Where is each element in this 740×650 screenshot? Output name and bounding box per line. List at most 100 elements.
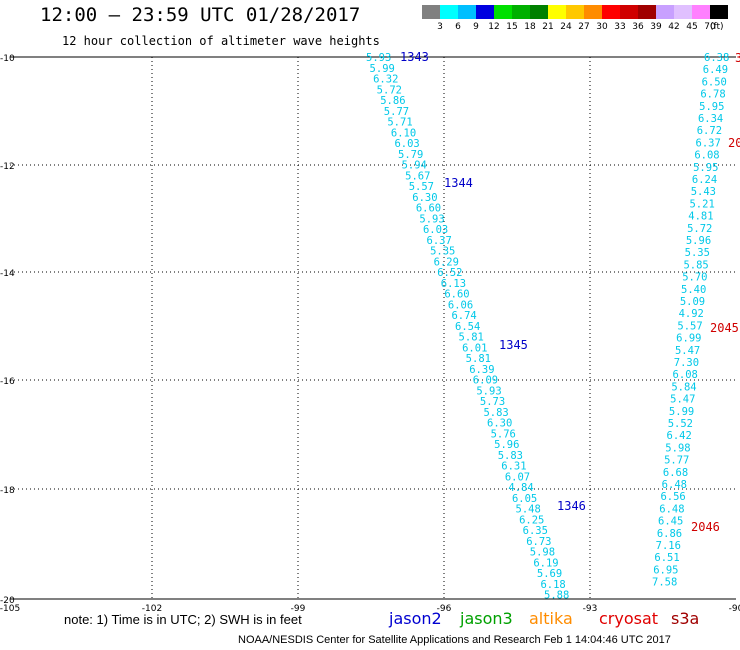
legend-label: 42 (668, 22, 680, 32)
legend-swatch (710, 5, 728, 19)
legend-label: 30 (596, 22, 608, 32)
swh-value-track-a: 6.52 (437, 267, 462, 279)
longitude-tick-label: -96 (437, 604, 452, 614)
swh-value-track-a: 6.09 (473, 375, 498, 387)
legend-label: 9 (473, 22, 479, 32)
legend-label: 12 (488, 22, 500, 32)
satellite-name-jason2: jason2 (389, 609, 442, 628)
swh-value-track-b: 5.70 (682, 272, 707, 284)
swh-value-track-b: 5.47 (675, 345, 700, 357)
swh-value-track-b: 6.48 (662, 479, 687, 491)
swh-value-track-b: 5.85 (683, 259, 708, 271)
note-text: note: 1) Time is in UTC; 2) SWH is in fe… (64, 612, 302, 627)
longitude-tick-label: -105 (0, 604, 20, 614)
legend-swatch (440, 5, 458, 19)
latitude-tick-label: -18 (0, 486, 15, 496)
legend-swatch (422, 5, 440, 19)
swh-value-track-a: 6.60 (444, 289, 469, 301)
swh-value-track-a: 6.19 (533, 557, 558, 569)
swh-value-track-b: 6.45 (658, 516, 683, 528)
legend-swatch (692, 5, 710, 19)
pass-number-label: 1343 (400, 50, 429, 64)
swh-value-track-a: 5.88 (544, 590, 569, 602)
legend-label: 21 (542, 22, 554, 32)
swh-value-track-b: 5.21 (689, 198, 714, 210)
swh-value-track-a: 5.67 (405, 170, 430, 182)
swh-value-track-a: 5.35 (430, 246, 455, 258)
swh-value-track-b: 6.68 (663, 467, 688, 479)
swh-value-track-a: 5.77 (384, 106, 409, 118)
legend-label: 6 (455, 22, 461, 32)
legend-swatch (674, 5, 692, 19)
swh-value-track-b: 6.24 (692, 174, 717, 186)
swh-value-track-a: 5.57 (409, 181, 434, 193)
swh-value-track-b: 6.34 (698, 113, 723, 125)
pass-number-label: 1346 (557, 499, 586, 513)
swh-value-track-b: 6.37 (696, 137, 721, 149)
swh-value-track-b: 6.08 (694, 150, 719, 162)
swh-value-track-b: 5.40 (681, 284, 706, 296)
swh-value-track-a: 6.29 (434, 256, 459, 268)
swh-value-track-a: 5.73 (480, 396, 505, 408)
swh-value-track-b: 6.08 (673, 369, 698, 381)
swh-value-track-b: 6.38 (704, 52, 729, 64)
satellite-name-cryosat: cryosat (599, 609, 659, 628)
latitude-tick-label: -16 (0, 377, 15, 387)
latitude-tick-label: -14 (0, 269, 15, 279)
pass-number-label: 2045 (710, 321, 739, 335)
pass-number-label: 2046 (691, 520, 720, 534)
legend-swatch (494, 5, 512, 19)
legend-swatch (602, 5, 620, 19)
swh-value-track-a: 5.94 (402, 160, 427, 172)
satellite-name-jason3: jason3 (460, 609, 513, 628)
swh-value-track-b: 6.56 (660, 491, 685, 503)
swh-value-track-b: 4.81 (688, 211, 713, 223)
swh-value-track-b: 5.52 (668, 418, 693, 430)
swh-value-track-b: 5.99 (669, 406, 694, 418)
swh-value-track-b: 6.50 (702, 76, 727, 88)
swh-value-track-a: 6.18 (540, 579, 565, 591)
swh-value-track-a: 5.86 (380, 95, 405, 107)
legend-label: 24 (560, 22, 572, 32)
legend-label: 36 (632, 22, 644, 32)
swh-value-track-a: 6.03 (394, 138, 419, 150)
swh-value-track-b: 6.78 (700, 89, 725, 101)
swh-value-track-a: 6.07 (505, 471, 530, 483)
swh-value-track-a: 5.79 (398, 149, 423, 161)
swh-value-track-b: 6.95 (653, 564, 678, 576)
swh-value-track-a: 6.10 (391, 127, 416, 139)
legend-swatch (566, 5, 584, 19)
pass-number-label: 3 (735, 51, 740, 65)
latitude-tick-label: -12 (0, 162, 15, 172)
longitude-tick-label: -99 (291, 604, 306, 614)
longitude-tick-label: -102 (142, 604, 162, 614)
swh-value-track-a: 6.32 (373, 74, 398, 86)
legend-swatch (620, 5, 638, 19)
legend-label: 70 (704, 22, 716, 32)
swh-value-track-a: 6.25 (519, 514, 544, 526)
legend-swatch (476, 5, 494, 19)
legend-swatch (512, 5, 530, 19)
swh-value-track-b: 5.95 (699, 101, 724, 113)
longitude-tick-label: -90 (729, 604, 740, 614)
swh-value-track-b: 6.51 (654, 552, 679, 564)
legend-label: 45 (686, 22, 698, 32)
swh-value-track-b: 5.47 (670, 394, 695, 406)
satellite-name-s3a: s3a (671, 609, 700, 628)
swh-value-track-a: 6.05 (512, 493, 537, 505)
swh-value-track-a: 5.98 (530, 547, 555, 559)
swh-value-track-a: 5.83 (498, 450, 523, 462)
swh-value-track-a: 6.06 (448, 299, 473, 311)
latitude-tick-label: -20 (0, 596, 15, 606)
legend-label: 3 (437, 22, 443, 32)
swh-value-track-a: 5.93 (419, 213, 444, 225)
swh-value-track-a: 6.03 (423, 224, 448, 236)
legend-label: 27 (578, 22, 590, 32)
longitude-tick-label: -93 (583, 604, 598, 614)
swh-value-track-a: 5.83 (483, 407, 508, 419)
swh-value-track-b: 5.72 (687, 223, 712, 235)
swh-value-track-b: 6.86 (657, 528, 682, 540)
swh-value-track-a: 6.35 (523, 525, 548, 537)
legend-swatch (548, 5, 566, 19)
